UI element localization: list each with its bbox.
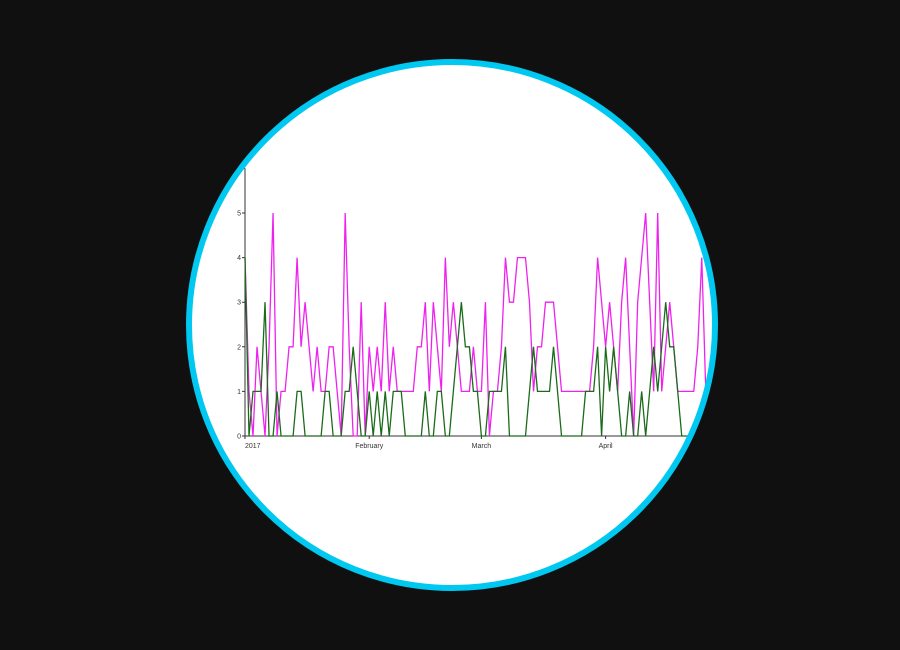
series-line-1	[244, 212, 715, 437]
y-tick-label: 0	[237, 434, 241, 441]
x-tick-label: May	[719, 443, 733, 450]
y-tick-label: 1	[237, 389, 241, 396]
y-tick-label: 2	[237, 344, 241, 351]
y-tick-label: 4	[237, 255, 241, 262]
x-tick-label: March	[472, 443, 492, 450]
y-tick-label: 3	[237, 300, 241, 307]
series-group	[244, 212, 715, 437]
x-tick-label: April	[599, 443, 613, 450]
x-tick-label: 2017	[245, 443, 261, 450]
x-tick-label: February	[355, 443, 384, 450]
plot-area: 0 1 2 3 4 5 2017 February March April May	[237, 167, 733, 450]
y-tick-label: 5	[237, 211, 241, 218]
x-tick-group: 2017 February March April May	[244, 436, 733, 450]
circle-ring	[186, 59, 718, 591]
circle-viewport	[189, 62, 715, 588]
y-tick-group: 0 1 2 3 4 5	[237, 167, 245, 441]
series-line-2	[244, 257, 715, 437]
